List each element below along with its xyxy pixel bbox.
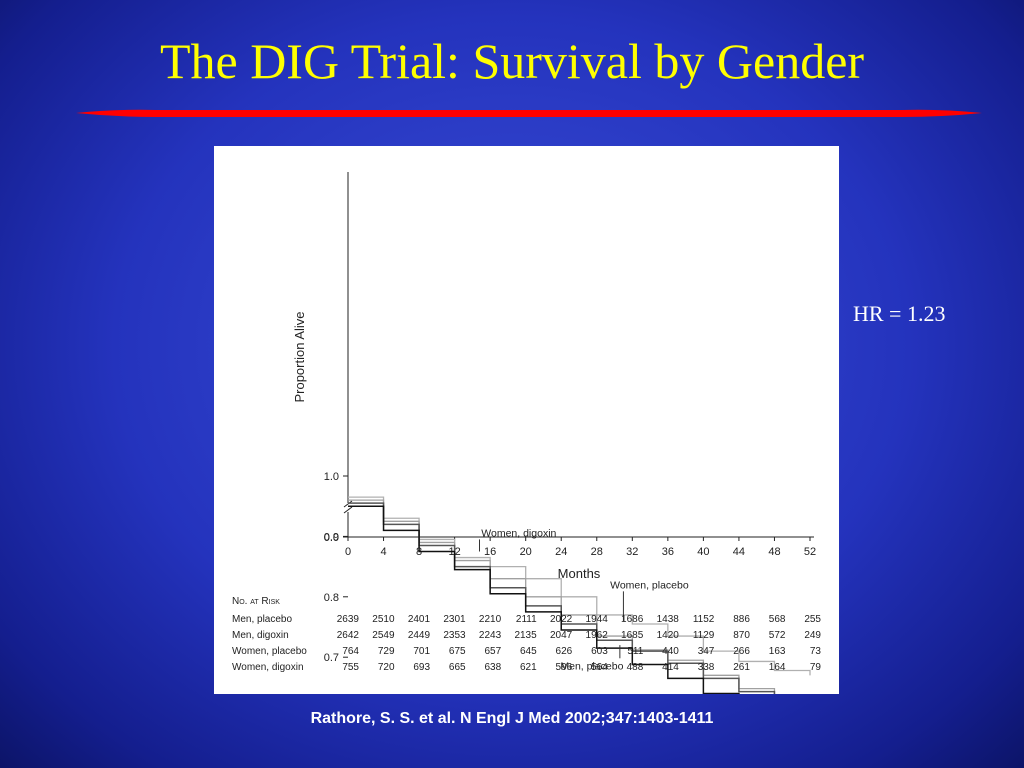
x-tick-label: 4 [380,546,386,558]
annotation-label: Women, placebo [610,579,689,591]
risk-table-cell: 73 [810,646,822,657]
risk-table-cell: 2642 [337,630,360,641]
x-tick-label: 16 [484,546,496,558]
y-tick-label: 0.7 [324,652,339,664]
risk-table-cell: 572 [769,630,786,641]
risk-table-cell: 2135 [514,630,537,641]
risk-table-cell: 675 [449,646,466,657]
risk-table-cell: 414 [662,662,679,673]
risk-table-cell: 249 [804,630,821,641]
axis-break-mark [343,500,353,508]
risk-table-row-label: Men, placebo [232,614,292,625]
title-underline-stroke [76,109,982,117]
risk-table-cell: 2111 [516,614,537,625]
hazard-ratio-label: HR = 1.23 [853,301,946,326]
slide-title: The DIG Trial: Survival by Gender [159,33,865,89]
y-tick-label: 0.0 [324,532,339,544]
risk-table-cell: 1438 [657,614,680,625]
y-tick-label: 0.9 [324,531,339,543]
risk-table-cell: 626 [556,646,573,657]
x-tick-label: 48 [768,546,780,558]
risk-table-cell: 261 [733,662,750,673]
risk-table-cell: 488 [627,662,644,673]
risk-table-cell: 568 [769,614,786,625]
y-tick-label: 1.0 [324,471,339,483]
citation: Rathore, S. S. et al. N Engl J Med 2002;… [310,710,714,727]
x-tick-label: 24 [555,546,567,558]
x-tick-label: 32 [626,546,638,558]
risk-table-cell: 1420 [657,630,680,641]
x-tick-label: 40 [697,546,709,558]
risk-table-cell: 2022 [550,614,573,625]
risk-table-cell: 1686 [621,614,644,625]
y-tick-label: 0.8 [324,592,339,604]
risk-table-cell: 266 [733,646,750,657]
risk-table-cell: 2401 [408,614,431,625]
series-line-men-digoxin [348,505,740,694]
risk-table-cell: 79 [810,662,822,673]
risk-table-cell: 657 [484,646,501,657]
risk-table-cell: 2301 [443,614,466,625]
risk-table-cell: 164 [769,662,786,673]
risk-table-cell: 693 [413,662,430,673]
risk-table-cell: 2243 [479,630,502,641]
risk-table-cell: 1962 [586,630,609,641]
chart-panel: 0.00.50.60.70.80.91.00481216202428323640… [214,146,839,694]
x-tick-label: 36 [662,546,674,558]
x-tick-label: 44 [733,546,745,558]
risk-table-cell: 886 [733,614,750,625]
risk-table-cell: 720 [378,662,395,673]
risk-table-cell: 764 [342,646,359,657]
x-tick-label: 52 [804,546,816,558]
risk-table-cell: 2353 [443,630,466,641]
x-axis-title: Months [558,566,601,581]
risk-table-cell: 701 [413,646,430,657]
risk-table-cell: 645 [520,646,537,657]
risk-table-cell: 2549 [372,630,395,641]
risk-table-cell: 2210 [479,614,502,625]
series-line-men-placebo [348,502,776,694]
annotation-label: Women, digoxin [481,527,556,539]
x-tick-label: 28 [591,546,603,558]
risk-table-cell: 440 [662,646,679,657]
risk-table-title: No. at Risk [232,596,280,607]
risk-table-cell: 2047 [550,630,573,641]
title-underline [76,109,982,117]
risk-table-cell: 1944 [586,614,609,625]
risk-table-cell: 2510 [372,614,395,625]
risk-table-cell: 729 [378,646,395,657]
risk-table-cell: 621 [520,662,537,673]
risk-table-cell: 755 [342,662,359,673]
x-tick-label: 0 [345,546,351,558]
risk-table-cell: 638 [484,662,501,673]
risk-table-cell: 511 [627,646,643,657]
risk-table-cell: 596 [556,662,573,673]
risk-table-cell: 163 [769,646,786,657]
risk-table-cell: 338 [698,662,715,673]
series-line-women-digoxin [348,496,811,676]
risk-table-row-label: Women, placebo [232,646,307,657]
risk-table-row-label: Women, digoxin [232,662,304,673]
risk-table-cell: 347 [698,646,715,657]
risk-table-cell: 1685 [621,630,644,641]
risk-table-cell: 603 [591,646,608,657]
risk-table-row-label: Men, digoxin [232,630,289,641]
risk-table-cell: 870 [733,630,750,641]
risk-table-cell: 1129 [693,630,715,641]
annotation-label: Men, placebo [560,660,623,672]
risk-table-cell: 665 [449,662,466,673]
y-axis-title: Proportion Alive [292,311,307,402]
survival-chart: 0.00.50.60.70.80.91.00481216202428323640… [232,172,822,694]
risk-table-cell: 564 [591,662,608,673]
axis-break-mark [343,506,353,514]
risk-table-cell: 2449 [408,630,431,641]
risk-table-cell: 255 [804,614,821,625]
risk-table-cell: 2639 [337,614,360,625]
risk-table-cell: 1152 [693,614,715,625]
x-tick-label: 20 [520,546,532,558]
